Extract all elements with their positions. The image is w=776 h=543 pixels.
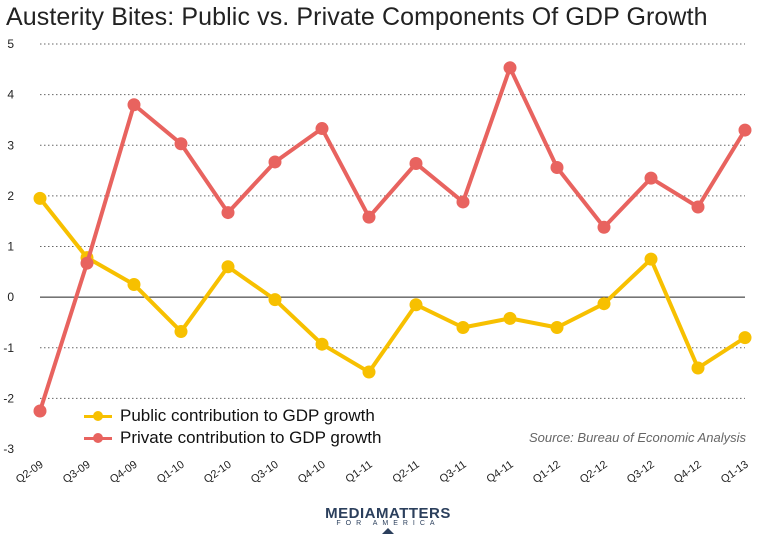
x-axis-ticks: Q2-09 Q3-09 Q4-09 Q1-10 Q2-10 Q3-10 Q4-10 Q1-11…: [14, 459, 751, 486]
data-point: [597, 220, 611, 234]
logo-triangle-icon: [382, 528, 394, 534]
data-point: [691, 361, 705, 375]
y-tick-label: 3: [7, 138, 14, 152]
y-tick-label: -1: [3, 341, 14, 355]
logo-subtext: FOR AMERICA: [336, 520, 440, 527]
y-tick-label: 4: [7, 88, 14, 102]
y-tick-label: -2: [3, 391, 14, 405]
data-point: [644, 252, 658, 266]
x-tick-label: Q1-13: [719, 459, 751, 486]
legend-label-private: Private contribution to GDP growth: [120, 428, 382, 447]
data-point: [503, 61, 517, 75]
series-private: [33, 61, 752, 418]
x-tick-label: Q4-10: [296, 459, 328, 486]
legend-swatch-public: [84, 409, 112, 423]
data-point: [456, 195, 470, 209]
data-point: [80, 256, 94, 270]
data-point: [174, 325, 188, 339]
y-axis-ticks: -3 -2 -1 0 1 2 3 4 5: [3, 37, 14, 456]
x-tick-label: Q4-11: [484, 459, 515, 486]
data-point: [550, 161, 564, 175]
data-point: [268, 293, 282, 307]
series-line: [38, 197, 747, 375]
legend-item-public: Public contribution to GDP growth: [84, 405, 381, 427]
y-tick-label: -3: [3, 442, 14, 456]
data-point: [33, 191, 47, 205]
legend-label-public: Public contribution to GDP growth: [120, 406, 375, 425]
x-tick-label: Q1-11: [343, 459, 374, 486]
data-point: [597, 297, 611, 311]
data-point: [362, 210, 376, 224]
y-tick-label: 1: [7, 240, 14, 254]
data-point: [221, 206, 235, 220]
data-point: [644, 171, 658, 185]
legend: Public contribution to GDP growth Privat…: [84, 405, 381, 449]
x-tick-label: Q2-09: [14, 459, 46, 486]
data-point: [550, 321, 564, 334]
x-tick-label: Q3-10: [249, 459, 281, 486]
x-tick-label: Q3-12: [625, 459, 657, 486]
series-public: [33, 191, 752, 379]
y-tick-label: 0: [7, 290, 14, 304]
source-note: Source: Bureau of Economic Analysis: [528, 430, 746, 445]
grid-lines: [40, 43, 745, 399]
data-point: [738, 331, 752, 345]
data-point: [409, 298, 423, 312]
logo-wordmark: MEDIAMATTERS: [325, 505, 451, 522]
chart-title: Austerity Bites: Public vs. Private Comp…: [6, 3, 708, 31]
data-point: [174, 137, 188, 151]
data-point: [456, 321, 470, 334]
x-tick-label: Q1-12: [531, 459, 563, 486]
x-tick-label: Q3-11: [437, 459, 468, 486]
data-point: [127, 277, 141, 291]
data-point: [315, 337, 329, 351]
data-point: [738, 123, 752, 137]
data-point: [221, 260, 235, 274]
data-point: [33, 404, 47, 418]
x-tick-label: Q1-10: [155, 459, 187, 486]
series-group: [33, 61, 752, 418]
media-matters-logo: MEDIAMATTERS FOR AMERICA: [0, 505, 776, 534]
legend-item-private: Private contribution to GDP growth: [84, 427, 381, 449]
x-tick-label: Q2-12: [578, 459, 610, 486]
data-point: [409, 156, 423, 170]
y-tick-label: 5: [7, 37, 14, 51]
x-tick-label: Q3-09: [61, 459, 93, 486]
x-tick-label: Q2-11: [390, 459, 421, 486]
data-point: [127, 98, 141, 112]
y-tick-label: 2: [7, 189, 14, 203]
data-point: [315, 122, 329, 136]
x-tick-label: Q4-12: [672, 459, 704, 486]
legend-swatch-private: [84, 431, 112, 445]
x-tick-label: Q4-09: [108, 459, 140, 486]
data-point: [691, 200, 705, 214]
data-point: [268, 155, 282, 169]
series-line: [38, 65, 747, 412]
data-point: [503, 311, 517, 325]
x-tick-label: Q2-10: [202, 459, 234, 486]
data-point: [362, 365, 376, 379]
